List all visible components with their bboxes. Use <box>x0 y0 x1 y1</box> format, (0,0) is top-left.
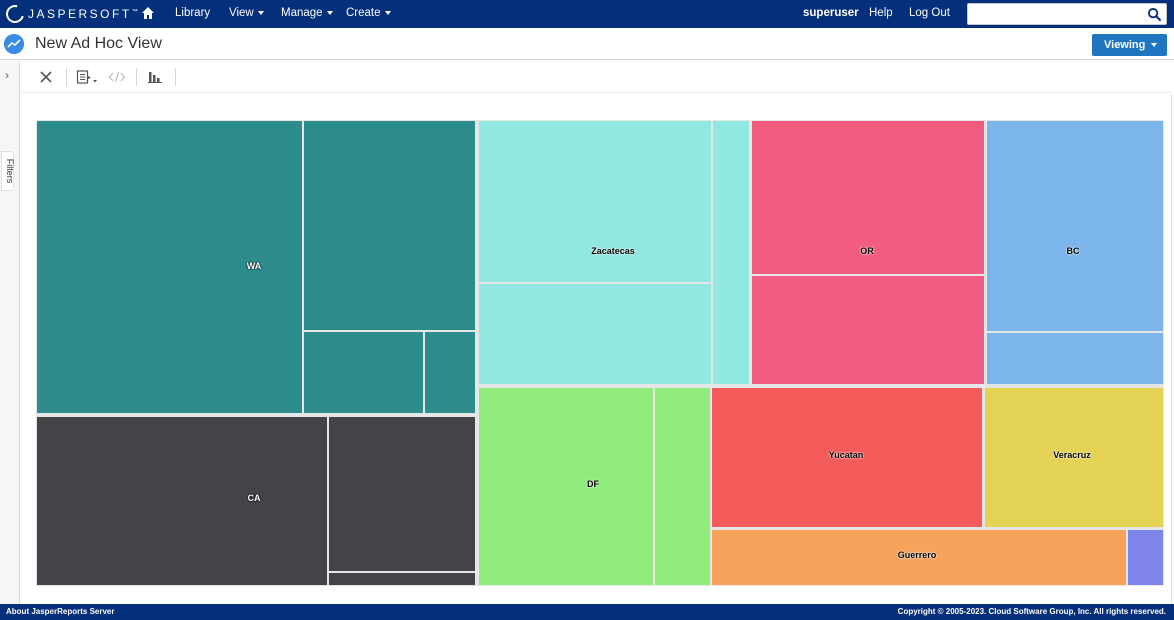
page-title: New Ad Hoc View <box>35 35 162 52</box>
treemap-tile-or[interactable] <box>751 120 985 275</box>
treemap-tile-other[interactable] <box>1127 529 1164 586</box>
treemap-tile-bc[interactable] <box>986 332 1164 385</box>
treemap-tile-df[interactable] <box>654 387 711 586</box>
jaspersoft-logo[interactable]: JASPERSOFT ™ <box>2 1 138 27</box>
treemap-label-bc: BC <box>1066 246 1080 256</box>
toolbar-separator <box>175 68 176 86</box>
nav-create-menu[interactable]: Create <box>346 0 391 28</box>
chevron-down-icon <box>1151 43 1157 47</box>
treemap-label-df: DF <box>587 479 599 489</box>
treemap-tile-wa[interactable] <box>424 331 476 414</box>
treemap-label-ca: CA <box>247 493 261 503</box>
report-canvas: WA CA Zacatecas DF OR BC Yucatan Veracruz Guerre… <box>21 94 1172 604</box>
chevron-down-icon <box>384 10 391 15</box>
treemap-tile-yucatan[interactable] <box>711 387 983 528</box>
nav-library[interactable]: Library <box>175 7 211 19</box>
code-icon[interactable] <box>108 68 126 86</box>
view-toolbar <box>21 61 1172 93</box>
export-icon[interactable] <box>76 68 100 86</box>
treemap-tile-veracruz[interactable] <box>984 387 1164 528</box>
nav-manage-label: Manage <box>281 7 323 19</box>
treemap-label-or: OR <box>860 246 874 256</box>
viewing-mode-label: Viewing <box>1104 39 1146 51</box>
treemap-tile-zacatecas[interactable] <box>712 120 750 385</box>
nav-view-label: View <box>229 7 254 19</box>
toolbar-separator <box>66 68 67 86</box>
treemap-tile-bc[interactable] <box>986 120 1164 332</box>
filters-panel: › Filters <box>0 61 20 604</box>
top-nav-bar: JASPERSOFT ™ Library View Manage Create s… <box>0 0 1174 28</box>
brand-name: JASPERSOFT <box>28 7 132 21</box>
title-bar: New Ad Hoc View Viewing <box>0 28 1174 60</box>
help-link[interactable]: Help <box>869 7 893 19</box>
home-icon[interactable] <box>141 6 155 20</box>
trademark-mark: ™ <box>131 9 138 15</box>
expand-filters-icon[interactable]: › <box>5 68 9 82</box>
treemap-label-veracruz: Veracruz <box>1053 450 1091 460</box>
copyright-text: Copyright © 2005-2023. Cloud Software Gr… <box>897 607 1166 616</box>
treemap-tile-wa[interactable] <box>303 120 476 331</box>
close-icon[interactable] <box>39 68 53 86</box>
search-icon[interactable] <box>1147 7 1162 22</box>
footer: About JasperReports Server Copyright © 2… <box>0 604 1174 620</box>
current-user[interactable]: superuser <box>803 7 859 19</box>
treemap-tile-or[interactable] <box>751 275 985 385</box>
logo-mark-icon <box>2 1 28 27</box>
nav-view-menu[interactable]: View <box>229 0 264 28</box>
treemap-label-yucatan: Yucatan <box>828 450 864 460</box>
viewing-mode-button[interactable]: Viewing <box>1092 34 1167 56</box>
chevron-down-icon <box>326 10 333 15</box>
search-box <box>967 3 1167 25</box>
treemap-tile-wa[interactable] <box>303 331 424 414</box>
nav-create-label: Create <box>346 7 381 19</box>
treemap-tile-ca[interactable] <box>36 416 328 586</box>
treemap-tile-zacatecas[interactable] <box>478 120 712 283</box>
treemap-label-guerrero: Guerrero <box>897 550 937 560</box>
treemap-tile-ca[interactable] <box>328 572 476 586</box>
treemap-tile-guerrero[interactable] <box>711 529 1127 586</box>
about-link[interactable]: About JasperReports Server <box>6 607 115 616</box>
treemap-tile-df[interactable] <box>478 387 654 586</box>
treemap-chart: WA CA Zacatecas DF OR BC Yucatan Veracruz Guerre… <box>36 120 1164 586</box>
treemap-tile-wa[interactable] <box>36 120 303 414</box>
logout-link[interactable]: Log Out <box>909 7 950 19</box>
treemap-label-zacatecas: Zacatecas <box>591 246 635 256</box>
treemap-tile-ca[interactable] <box>328 416 476 572</box>
filters-tab[interactable]: Filters <box>1 151 15 191</box>
nav-manage-menu[interactable]: Manage <box>281 0 333 28</box>
search-input[interactable] <box>968 4 1138 24</box>
filters-label: Filters <box>5 158 15 184</box>
treemap-tile-zacatecas[interactable] <box>478 283 712 385</box>
treemap-label-wa: WA <box>246 261 262 271</box>
chevron-down-icon <box>257 10 264 15</box>
adhoc-view-icon <box>4 34 24 54</box>
chart-type-icon[interactable] <box>147 68 163 86</box>
toolbar-separator <box>136 68 137 86</box>
